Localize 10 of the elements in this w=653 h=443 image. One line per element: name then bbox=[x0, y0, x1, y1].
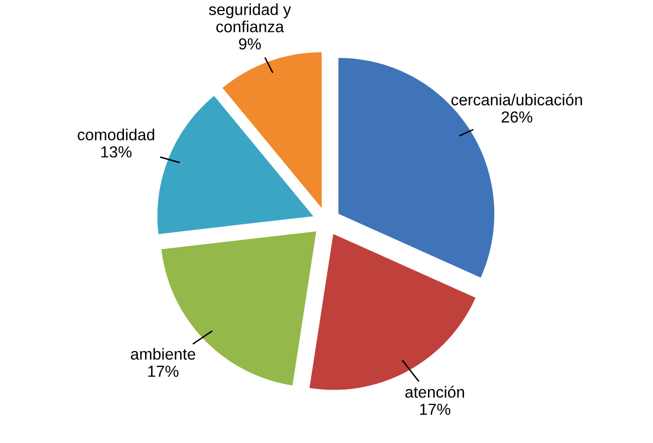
data-label: 17% bbox=[420, 404, 450, 415]
data-label: 13% bbox=[101, 146, 132, 158]
slice-label: ambiente bbox=[130, 348, 196, 360]
slice-label: seguridad y confianza bbox=[208, 3, 292, 32]
data-label: 26% bbox=[502, 111, 532, 123]
data-label: 9% bbox=[239, 38, 261, 50]
slice-label: cercania/ubicación bbox=[451, 94, 582, 106]
slice-label: atención bbox=[405, 386, 464, 398]
slice-label: comodidad bbox=[78, 128, 154, 140]
data-label: 17% bbox=[148, 366, 178, 377]
